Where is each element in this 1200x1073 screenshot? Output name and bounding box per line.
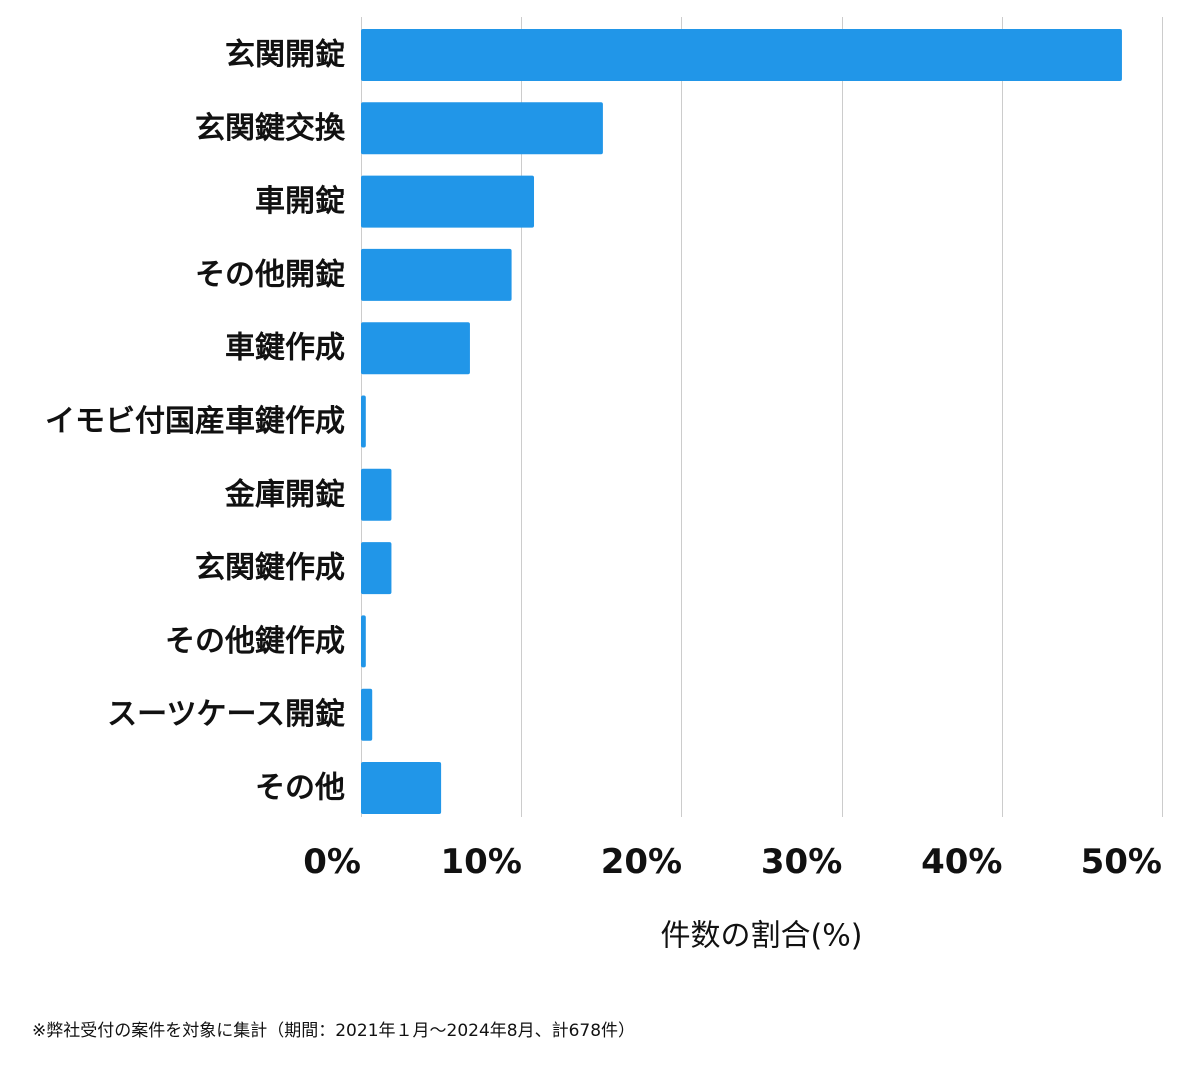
- category-label-2: 車開錠: [255, 184, 345, 219]
- bar-7: [361, 542, 392, 595]
- bar-6: [361, 468, 392, 521]
- x-tick-label-20: 20%: [601, 842, 682, 882]
- category-label-8: その他鍵作成: [165, 624, 345, 659]
- category-label-6: 金庫開錠: [224, 477, 345, 512]
- bar-3: [361, 248, 512, 301]
- x-tick-labels: 0% 10% 20% 30% 40% 50%: [303, 842, 1162, 882]
- bar-0: [361, 29, 1122, 81]
- bar-5: [361, 395, 366, 448]
- x-tick-label-40: 40%: [921, 842, 1002, 882]
- category-label-9: スーツケース開錠: [107, 697, 345, 732]
- category-label-0: 玄関開錠: [225, 38, 345, 73]
- x-axis-label: 件数の割合(%): [661, 919, 863, 954]
- x-tick-label-0: 0%: [303, 842, 361, 882]
- category-label-7: 玄関鍵作成: [195, 551, 345, 586]
- bar-10: [361, 762, 442, 814]
- category-labels: 玄関開錠玄関鍵交換車開錠その他開錠車鍵作成イモビ付国産車鍵作成金庫開錠玄関鍵作成…: [45, 38, 346, 806]
- category-label-4: 車鍵作成: [225, 331, 345, 366]
- category-label-5: イモビ付国産車鍵作成: [45, 404, 345, 439]
- x-tick-label-30: 30%: [761, 842, 842, 882]
- bars: [361, 29, 1122, 814]
- bar-2: [361, 175, 535, 228]
- category-label-3: その他開錠: [195, 257, 345, 292]
- category-label-1: 玄関鍵交換: [195, 111, 346, 146]
- footnote: ※弊社受付の案件を対象に集計（期間：2021年１月〜2024年8月、計678件）: [32, 1021, 636, 1041]
- bar-8: [361, 615, 366, 668]
- x-tick-label-50: 50%: [1081, 842, 1162, 882]
- bar-4: [361, 322, 470, 375]
- category-label-10: その他: [255, 771, 345, 806]
- x-tick-label-10: 10%: [441, 842, 522, 882]
- bar-1: [361, 102, 603, 155]
- bar-9: [361, 688, 373, 741]
